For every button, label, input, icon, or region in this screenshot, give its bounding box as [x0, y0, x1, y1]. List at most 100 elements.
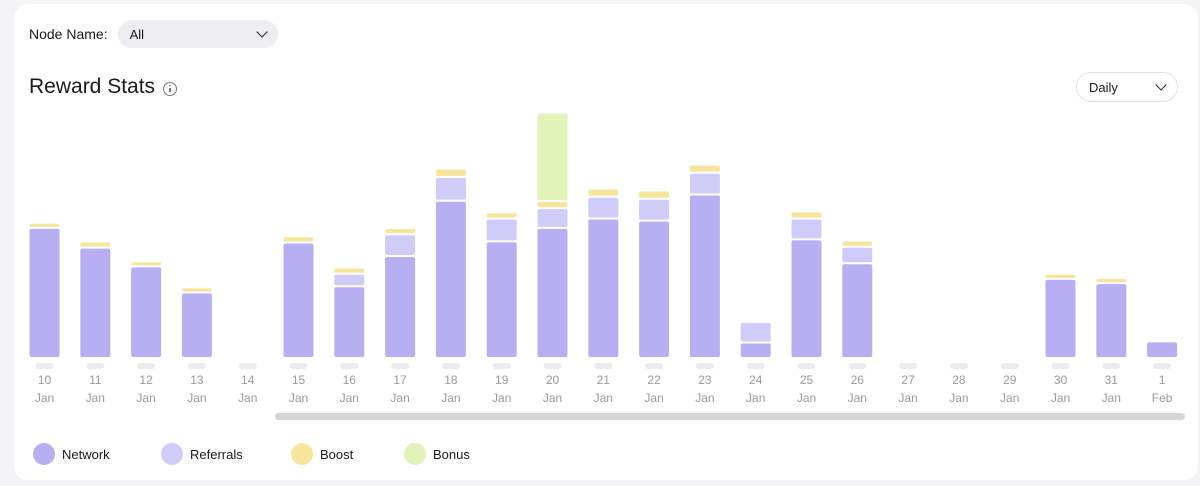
- bar-network-26-jan[interactable]: [842, 264, 873, 357]
- bar-boost-10-jan[interactable]: [29, 223, 60, 227]
- x-tick-day-17-jan: 17: [393, 373, 407, 387]
- bar-boost-11-jan[interactable]: [80, 242, 111, 247]
- bar-boost-25-jan[interactable]: [791, 212, 822, 218]
- x-tick-month-13-jan: Jan: [187, 391, 206, 405]
- page-title: Reward Stats: [29, 75, 156, 98]
- x-tick-month-1-feb: Feb: [1152, 391, 1173, 405]
- tick-marker-19-jan: [492, 363, 511, 369]
- bar-network-20-jan[interactable]: [537, 228, 568, 357]
- legend-dot-referrals: [161, 443, 183, 465]
- bar-network-17-jan[interactable]: [385, 257, 416, 357]
- bar-referrals-22-jan[interactable]: [639, 199, 670, 220]
- tick-marker-24-jan: [746, 363, 765, 369]
- bar-boost-16-jan[interactable]: [334, 268, 365, 273]
- bar-network-16-jan[interactable]: [334, 287, 365, 357]
- bar-referrals-20-jan[interactable]: [537, 209, 568, 227]
- legend-label-bonus: Bonus: [433, 446, 470, 462]
- bar-boost-19-jan[interactable]: [486, 213, 517, 218]
- node-name-value: All: [129, 26, 145, 42]
- bar-network-25-jan[interactable]: [791, 240, 822, 357]
- tick-marker-27-jan: [899, 363, 918, 369]
- tick-marker-30-jan: [1051, 363, 1070, 369]
- x-tick-month-14-jan: Jan: [238, 391, 257, 405]
- bar-network-30-jan[interactable]: [1045, 279, 1076, 357]
- bar-referrals-25-jan[interactable]: [791, 219, 822, 239]
- bar-boost-26-jan[interactable]: [842, 241, 873, 246]
- node-name-dropdown[interactable]: All: [117, 20, 278, 48]
- bar-network-23-jan[interactable]: [689, 195, 720, 357]
- tick-marker-15-jan: [289, 363, 308, 369]
- bar-boost-22-jan[interactable]: [639, 191, 670, 198]
- period-dropdown[interactable]: Daily: [1076, 72, 1178, 102]
- bar-network-15-jan[interactable]: [283, 243, 314, 357]
- x-tick-day-23-jan: 23: [698, 373, 712, 387]
- bar-boost-18-jan[interactable]: [435, 169, 466, 176]
- legend-item-boost[interactable]: Boost: [291, 442, 353, 466]
- bar-bonus-20-jan[interactable]: [537, 113, 568, 200]
- reward-stats-chart: 10 Jan 11 Jan 12 Jan 13 Jan 14 Jan 15 Jan 16 Jan 17 Jan…: [29, 113, 1178, 405]
- x-tick-day-1-feb: 1: [1159, 373, 1166, 387]
- bar-boost-23-jan[interactable]: [689, 165, 720, 172]
- x-tick-day-31-jan: 31: [1105, 373, 1119, 387]
- x-tick-day-27-jan: 27: [901, 373, 915, 387]
- x-tick-day-20-jan: 20: [546, 373, 560, 387]
- bar-network-18-jan[interactable]: [435, 201, 466, 357]
- bar-network-24-jan[interactable]: [740, 343, 771, 357]
- tick-marker-28-jan: [949, 363, 968, 369]
- x-tick-month-25-jan: Jan: [797, 391, 816, 405]
- tick-marker-12-jan: [137, 363, 156, 369]
- x-tick-month-27-jan: Jan: [898, 391, 917, 405]
- bar-network-10-jan[interactable]: [29, 228, 60, 357]
- x-tick-month-17-jan: Jan: [390, 391, 409, 405]
- bar-referrals-26-jan[interactable]: [842, 247, 873, 263]
- bar-boost-15-jan[interactable]: [283, 237, 314, 242]
- bar-boost-17-jan[interactable]: [385, 229, 416, 234]
- bar-referrals-18-jan[interactable]: [435, 177, 466, 200]
- tick-marker-13-jan: [187, 363, 206, 369]
- x-tick-month-15-jan: Jan: [289, 391, 308, 405]
- bar-referrals-21-jan[interactable]: [588, 197, 619, 218]
- period-value: Daily: [1089, 79, 1118, 95]
- legend-item-referrals[interactable]: Referrals: [161, 442, 243, 466]
- legend-item-network[interactable]: Network: [33, 442, 110, 466]
- x-tick-month-10-jan: Jan: [35, 391, 54, 405]
- bar-network-21-jan[interactable]: [588, 219, 619, 358]
- bar-referrals-24-jan[interactable]: [740, 322, 771, 342]
- bar-boost-21-jan[interactable]: [588, 189, 619, 196]
- node-filter: Node Name: All: [29, 20, 278, 48]
- bar-referrals-17-jan[interactable]: [385, 235, 416, 255]
- bar-network-22-jan[interactable]: [639, 221, 670, 357]
- bar-boost-13-jan[interactable]: [181, 288, 212, 292]
- bar-referrals-16-jan[interactable]: [334, 274, 365, 286]
- x-tick-month-28-jan: Jan: [949, 391, 968, 405]
- bar-referrals-19-jan[interactable]: [486, 219, 517, 241]
- x-tick-day-13-jan: 13: [190, 373, 204, 387]
- chart-scrollbar[interactable]: [275, 413, 1185, 420]
- tick-marker-18-jan: [441, 363, 460, 369]
- bar-boost-31-jan[interactable]: [1096, 278, 1127, 283]
- bar-boost-30-jan[interactable]: [1045, 274, 1076, 278]
- legend-dot-bonus: [404, 443, 426, 465]
- legend-item-bonus[interactable]: Bonus: [404, 442, 470, 466]
- bar-network-19-jan[interactable]: [486, 242, 517, 357]
- info-icon[interactable]: [163, 81, 178, 96]
- bar-network-31-jan[interactable]: [1096, 284, 1127, 357]
- x-tick-day-19-jan: 19: [495, 373, 509, 387]
- bar-network-1-feb[interactable]: [1147, 342, 1178, 357]
- x-tick-day-14-jan: 14: [241, 373, 255, 387]
- bar-network-11-jan[interactable]: [80, 248, 111, 357]
- x-tick-month-21-jan: Jan: [594, 391, 613, 405]
- x-tick-day-22-jan: 22: [647, 373, 661, 387]
- x-tick-day-16-jan: 16: [343, 373, 357, 387]
- bar-referrals-23-jan[interactable]: [689, 173, 720, 194]
- x-tick-month-31-jan: Jan: [1102, 391, 1121, 405]
- tick-marker-1-feb: [1153, 363, 1172, 369]
- bar-network-12-jan[interactable]: [131, 267, 162, 357]
- tick-marker-20-jan: [543, 363, 562, 369]
- x-tick-day-25-jan: 25: [800, 373, 814, 387]
- tick-marker-31-jan: [1102, 363, 1121, 369]
- x-tick-day-10-jan: 10: [38, 373, 52, 387]
- bar-boost-12-jan[interactable]: [131, 262, 162, 266]
- bar-network-13-jan[interactable]: [181, 293, 212, 357]
- bar-boost-20-jan[interactable]: [537, 201, 568, 208]
